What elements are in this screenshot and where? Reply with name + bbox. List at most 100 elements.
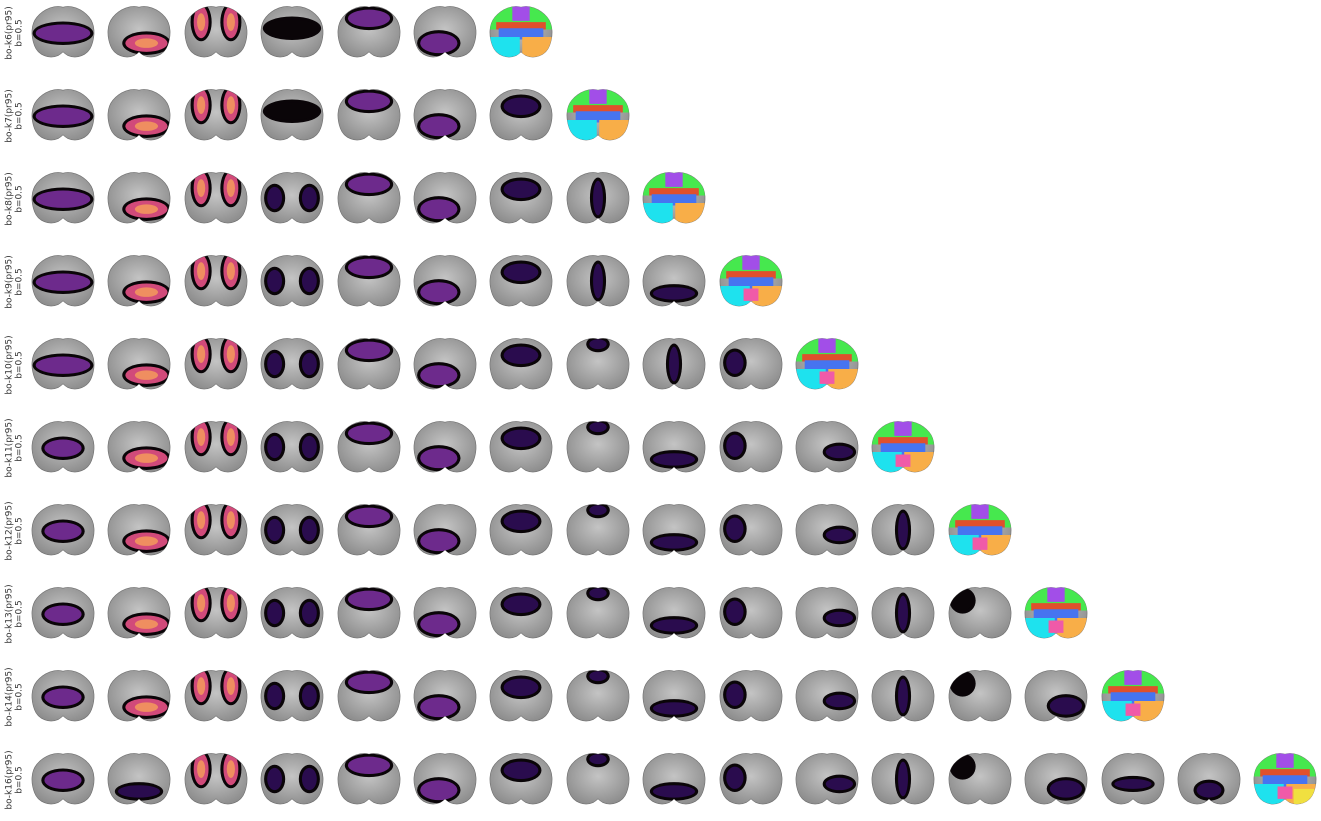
- component-map: [566, 172, 630, 224]
- activation-region: [825, 694, 854, 708]
- row-label-title: bo-k13(pr95): [5, 584, 15, 644]
- component-map: [948, 753, 1012, 805]
- activation-region: [347, 9, 390, 28]
- activation-peak: [196, 677, 206, 695]
- activation-peak: [135, 287, 159, 297]
- component-map: [337, 587, 400, 639]
- activation-region: [898, 595, 909, 631]
- activation-region: [898, 678, 909, 714]
- row-label-param: b=0.5: [15, 517, 25, 545]
- component-map: [260, 504, 324, 556]
- component-map: [337, 89, 400, 141]
- activation-region: [44, 605, 82, 623]
- activation-region: [504, 180, 539, 198]
- component-map: [260, 670, 324, 722]
- component-map: [1024, 670, 1088, 722]
- activation-peak: [135, 121, 159, 131]
- component-map: [260, 89, 324, 141]
- activation-region: [898, 761, 909, 797]
- component-map: [108, 255, 171, 307]
- activation-peak: [226, 345, 235, 363]
- activation-region: [35, 190, 91, 208]
- activation-region: [1113, 779, 1152, 789]
- activation-region: [504, 761, 539, 779]
- parcel-region: [1110, 692, 1155, 704]
- parcel-region: [1276, 753, 1295, 768]
- activation-region: [504, 429, 539, 447]
- parcel-region: [1047, 587, 1065, 602]
- parcel-region: [1107, 686, 1158, 694]
- parcel-region: [894, 421, 913, 436]
- activation-peak: [226, 262, 235, 280]
- component-map: [1177, 753, 1241, 805]
- activation-region: [420, 365, 458, 386]
- activation-region: [952, 673, 973, 694]
- component-map: [337, 670, 400, 722]
- component-map: [260, 338, 324, 390]
- activation-region: [504, 97, 539, 115]
- component-map: [490, 670, 553, 722]
- activation-region: [44, 439, 82, 457]
- activation-region: [725, 434, 744, 457]
- activation-peak: [196, 594, 206, 612]
- component-map: [337, 421, 400, 473]
- activation-region: [347, 258, 390, 277]
- activation-region: [1049, 697, 1083, 715]
- parcel-label-map: [1101, 670, 1164, 722]
- component-map: [566, 255, 630, 307]
- component-map: [490, 587, 553, 639]
- activation-region: [825, 445, 854, 459]
- parcel-region: [1294, 788, 1317, 804]
- activation-region: [347, 590, 390, 609]
- component-map: [413, 587, 477, 639]
- component-map: [719, 587, 782, 639]
- component-map: [872, 670, 935, 722]
- activation-region: [592, 180, 603, 216]
- parcel-region: [972, 537, 988, 550]
- row-label-param: b=0.5: [15, 19, 25, 47]
- component-map: [31, 587, 95, 639]
- activation-region: [725, 766, 744, 789]
- component-map: [108, 338, 171, 390]
- parcel-region: [1031, 603, 1081, 611]
- parcel-region: [878, 437, 929, 445]
- activation-region: [898, 512, 909, 548]
- parcel-region: [804, 360, 850, 372]
- component-map: [184, 670, 248, 722]
- row-label: bo-k9(pr95) b=0.5: [2, 241, 28, 323]
- parcel-region: [741, 255, 760, 270]
- row-label: bo-k11(pr95) b=0.5: [2, 407, 28, 489]
- activation-region: [267, 269, 283, 293]
- activation-region: [589, 422, 607, 433]
- row-label: bo-k8(pr95) b=0.5: [2, 158, 28, 240]
- activation-region: [725, 683, 744, 706]
- row-label-title: bo-k11(pr95): [5, 418, 15, 478]
- activation-region: [725, 600, 744, 623]
- activation-peak: [196, 96, 206, 114]
- activation-region: [653, 287, 696, 300]
- activation-peak: [226, 677, 235, 695]
- component-map: [184, 421, 248, 473]
- activation-peak: [226, 13, 235, 31]
- component-map: [184, 753, 248, 805]
- component-map: [642, 338, 706, 390]
- activation-peak: [226, 511, 235, 529]
- activation-region: [420, 199, 458, 220]
- parcel-label-map: [566, 89, 630, 141]
- activation-peak: [196, 262, 206, 280]
- activation-region: [1049, 780, 1083, 798]
- activation-region: [420, 116, 458, 137]
- activation-region: [267, 435, 283, 459]
- activation-region: [825, 611, 854, 625]
- row-label-title: bo-k7(pr95): [5, 89, 15, 143]
- parcel-region: [572, 105, 623, 113]
- component-map: [872, 753, 935, 805]
- parcel-label-map: [719, 255, 782, 307]
- component-map: [184, 89, 248, 141]
- component-map: [719, 338, 782, 390]
- component-map: [490, 504, 553, 556]
- activation-region: [347, 424, 390, 443]
- activation-region: [302, 352, 317, 376]
- component-map: [413, 504, 477, 556]
- component-map: [490, 338, 553, 390]
